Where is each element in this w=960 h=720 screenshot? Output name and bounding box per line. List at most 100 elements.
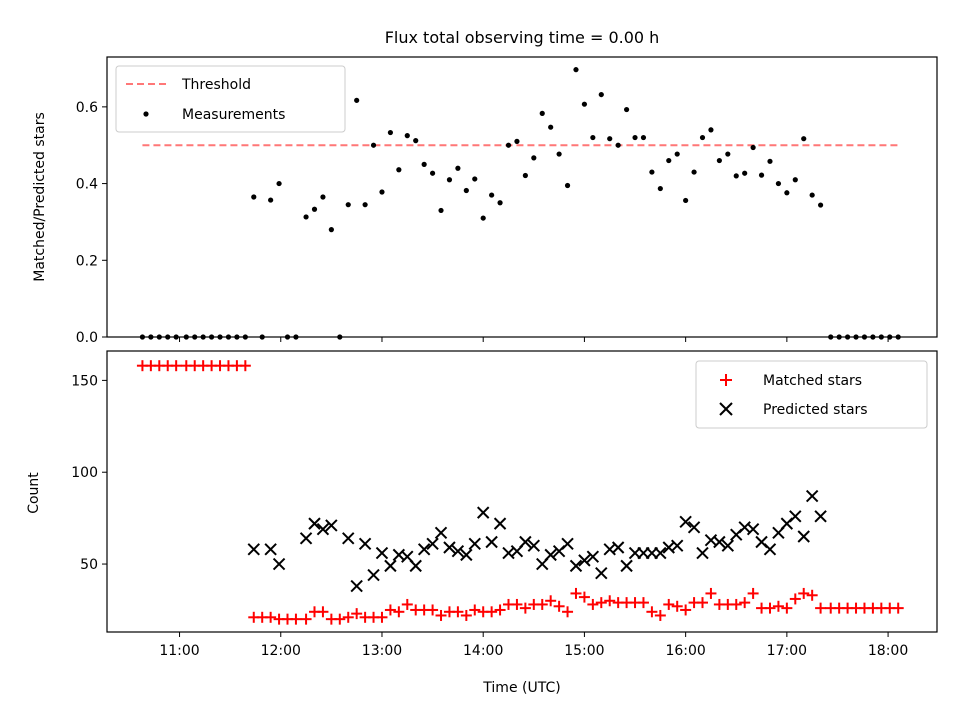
matched-star-point bbox=[806, 589, 818, 601]
matched-star-point bbox=[486, 606, 498, 618]
top-y-axis-label: Matched/Predicted stars bbox=[32, 112, 48, 282]
bottom-x-tick-label: 18:00 bbox=[868, 643, 908, 659]
bottom-x-tick-label: 12:00 bbox=[261, 643, 301, 659]
predicted-star-point bbox=[409, 559, 422, 573]
bottom-y-tick-label: 100 bbox=[71, 465, 98, 481]
predicted-star-point bbox=[476, 506, 490, 519]
measurement-point bbox=[691, 169, 697, 175]
measurement-point bbox=[632, 134, 638, 141]
matched-star-point bbox=[545, 595, 557, 607]
measurement-point bbox=[607, 136, 613, 142]
predicted-star-point bbox=[586, 550, 600, 563]
predicted-star-point bbox=[493, 517, 507, 530]
top-y-tick-label: 0.4 bbox=[76, 177, 98, 193]
measurement-point bbox=[683, 197, 689, 204]
measurement-point bbox=[455, 165, 461, 171]
measurement-point bbox=[429, 170, 436, 176]
matched-star-point bbox=[654, 609, 666, 621]
predicted-star-point bbox=[350, 579, 363, 593]
matched-star-point bbox=[815, 602, 827, 614]
predicted-star-point bbox=[384, 559, 397, 573]
matched-star-point bbox=[519, 602, 531, 614]
bottom-x-tick-label: 16:00 bbox=[665, 643, 705, 659]
predicted-star-point bbox=[417, 543, 431, 556]
predicted-star-point bbox=[519, 535, 532, 549]
measurement-point bbox=[345, 202, 351, 208]
matched-star-point bbox=[604, 595, 616, 607]
measurement-point bbox=[446, 177, 453, 183]
matched-star-point bbox=[595, 597, 607, 609]
measurement-point bbox=[716, 157, 722, 164]
measurement-point bbox=[758, 172, 765, 178]
measurement-point bbox=[311, 206, 318, 212]
bottom-x-tick-label: 13:00 bbox=[362, 643, 402, 659]
measurement-point bbox=[556, 151, 562, 157]
matched-star-point bbox=[351, 608, 363, 620]
predicted-star-point bbox=[569, 559, 583, 573]
matched-star-point bbox=[562, 606, 574, 618]
measurement-point bbox=[497, 200, 503, 206]
predicted-star-point bbox=[805, 489, 819, 503]
matched-star-point bbox=[342, 611, 354, 623]
predicted-star-point bbox=[789, 510, 802, 523]
bottom-x-tick-label: 17:00 bbox=[767, 643, 807, 659]
measurement-point bbox=[657, 185, 663, 192]
matched-star-point bbox=[460, 609, 472, 621]
measurement-point bbox=[472, 176, 478, 182]
measurement-point bbox=[817, 202, 824, 208]
measurement-point bbox=[303, 214, 309, 220]
measurement-point bbox=[598, 91, 604, 98]
measurement-point bbox=[666, 157, 672, 164]
matched-star-point bbox=[494, 604, 506, 616]
top-legend-box bbox=[115, 65, 346, 133]
predicted-star-point bbox=[595, 567, 608, 580]
top-y-tick-label: 0.6 bbox=[76, 100, 98, 116]
measurement-point bbox=[784, 190, 790, 196]
predicted-star-point bbox=[485, 535, 498, 549]
measurement-point bbox=[362, 202, 368, 208]
measurement-point bbox=[742, 170, 748, 176]
measurement-point bbox=[750, 144, 756, 151]
bottom-plot-area bbox=[136, 360, 904, 625]
matched-star-point bbox=[730, 598, 742, 610]
measurement-point bbox=[328, 227, 334, 233]
bottom-x-axis-label: Time (UTC) bbox=[482, 680, 560, 696]
bottom-y-axis-label: Count bbox=[26, 472, 42, 514]
matched-star-point bbox=[553, 600, 565, 612]
bottom-legend: Matched stars Predicted stars bbox=[695, 360, 928, 429]
predicted-star-point bbox=[325, 519, 338, 532]
legend-measurements-label: Measurements bbox=[182, 107, 285, 123]
predicted-star-point bbox=[451, 544, 465, 558]
bottom-x-tick-label: 15:00 bbox=[564, 643, 604, 659]
measurement-point bbox=[792, 177, 798, 183]
matched-star-point bbox=[384, 604, 396, 616]
predicted-star-point bbox=[544, 548, 557, 562]
matched-star-point bbox=[578, 591, 590, 603]
predicted-star-point bbox=[679, 515, 692, 529]
predicted-star-point bbox=[367, 568, 380, 582]
measurement-point bbox=[573, 67, 579, 73]
measurement-point bbox=[463, 187, 469, 194]
legend-predicted-swatch bbox=[719, 402, 733, 416]
predicted-star-point bbox=[814, 510, 827, 523]
matched-star-point bbox=[781, 602, 793, 614]
measurement-point bbox=[370, 142, 377, 148]
measurement-point bbox=[699, 134, 706, 141]
predicted-star-point bbox=[247, 543, 260, 556]
measurement-point bbox=[514, 138, 520, 144]
measurement-point bbox=[801, 136, 807, 142]
matched-star-point bbox=[789, 593, 801, 605]
matched-star-point bbox=[680, 604, 692, 616]
measurement-point bbox=[480, 215, 486, 221]
bottom-y-tick-label: 50 bbox=[80, 557, 98, 573]
predicted-star-point bbox=[746, 522, 760, 536]
predicted-star-point bbox=[375, 546, 389, 560]
matched-star-point bbox=[764, 602, 776, 614]
predicted-star-point bbox=[264, 543, 277, 556]
measurement-point bbox=[251, 194, 257, 200]
measurement-point bbox=[649, 169, 655, 175]
predicted-star-point bbox=[561, 537, 574, 551]
predicted-star-point bbox=[578, 554, 591, 567]
predicted-star-point bbox=[342, 532, 355, 545]
